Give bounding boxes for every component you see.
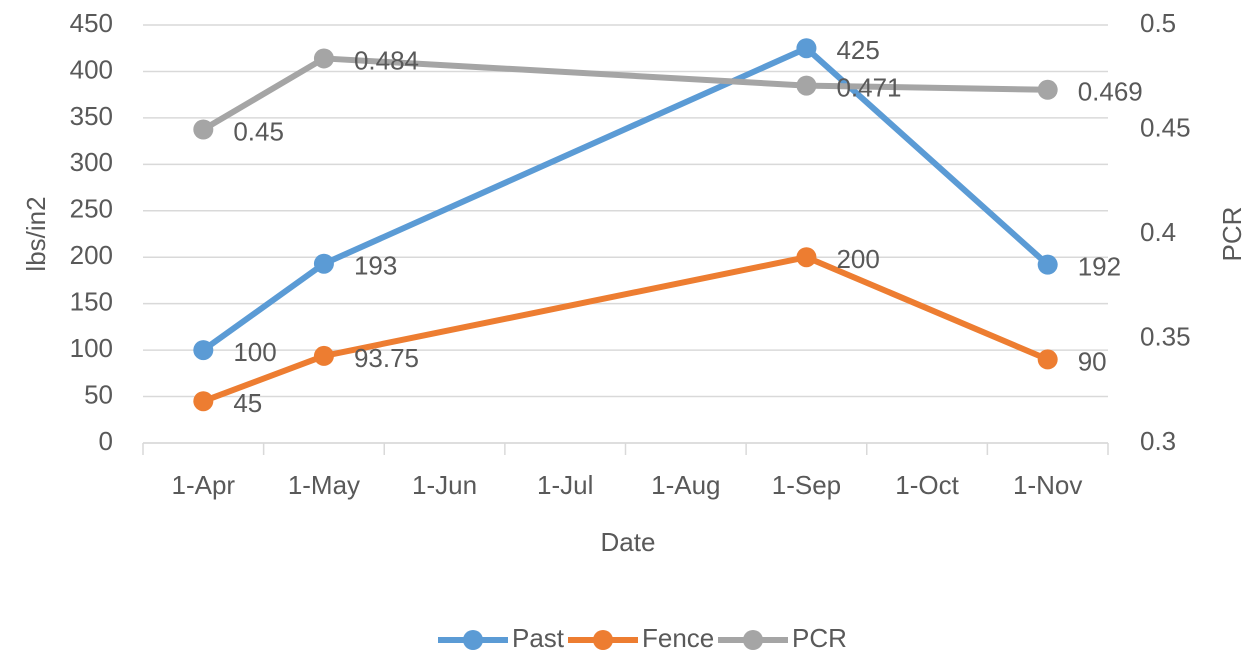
x-tick-label: 1-Apr: [172, 470, 236, 500]
data-label: 0.469: [1078, 77, 1143, 107]
data-label: 200: [836, 244, 879, 274]
line: [201, 55, 1048, 133]
data-label: 425: [836, 35, 879, 65]
x-tick-label: 1-Sep: [772, 470, 841, 500]
point: [1037, 79, 1058, 100]
legend-label: Fence: [642, 623, 714, 653]
line: [202, 254, 1049, 405]
point: [313, 345, 334, 366]
y2-tick-label: 0.45: [1140, 112, 1191, 142]
legend-marker: [743, 630, 763, 650]
x-tick-label: 1-Jun: [412, 470, 477, 500]
data-label: 192: [1078, 252, 1121, 282]
y-tick-label: 450: [70, 8, 113, 38]
point: [796, 247, 817, 268]
y-tick-label: 250: [70, 194, 113, 224]
y-tick-label: 100: [70, 333, 113, 363]
line: [201, 45, 1050, 353]
point: [1037, 349, 1058, 370]
data-label: 93.75: [354, 343, 419, 373]
x-tick-label: 1-Jul: [537, 470, 593, 500]
data-label: 0.471: [836, 72, 901, 102]
legend-marker: [463, 630, 483, 650]
y-tick-label: 300: [70, 147, 113, 177]
y-tick-label: 150: [70, 287, 113, 317]
legend-label: Past: [512, 623, 565, 653]
legend-marker: [593, 630, 613, 650]
x-tick-label: 1-Aug: [651, 470, 720, 500]
x-tick-label: 1-Nov: [1013, 470, 1082, 500]
y2-tick-label: 0.5: [1140, 8, 1176, 38]
y-tick-label: 350: [70, 101, 113, 131]
point: [313, 48, 334, 69]
point: [193, 391, 214, 412]
data-label: 90: [1078, 346, 1107, 376]
point: [313, 253, 334, 274]
point: [1037, 254, 1058, 275]
y2-tick-label: 0.4: [1140, 217, 1176, 247]
x-tick-label: 1-Oct: [895, 470, 959, 500]
y2-tick-label: 0.35: [1140, 321, 1191, 351]
x-axis-title: Date: [601, 527, 656, 557]
y-tick-label: 200: [70, 240, 113, 270]
x-tick-label: 1-May: [288, 470, 360, 500]
legend-label: PCR: [792, 623, 847, 653]
y-tick-label: 400: [70, 54, 113, 84]
point: [796, 75, 817, 96]
data-label: 193: [354, 251, 397, 281]
point: [796, 38, 817, 59]
data-label: 0.45: [233, 116, 284, 146]
point: [193, 119, 214, 140]
y-tick-label: 50: [84, 379, 113, 409]
y-axis-title: lbs/in2: [21, 196, 51, 271]
data-label: 45: [233, 388, 262, 418]
data-label: 100: [233, 337, 276, 367]
y2-tick-label: 0.3: [1140, 426, 1176, 456]
point: [193, 340, 214, 361]
y-tick-label: 0: [99, 426, 113, 456]
y2-axis-title: PCR: [1217, 207, 1247, 262]
data-label: 0.484: [354, 45, 419, 75]
